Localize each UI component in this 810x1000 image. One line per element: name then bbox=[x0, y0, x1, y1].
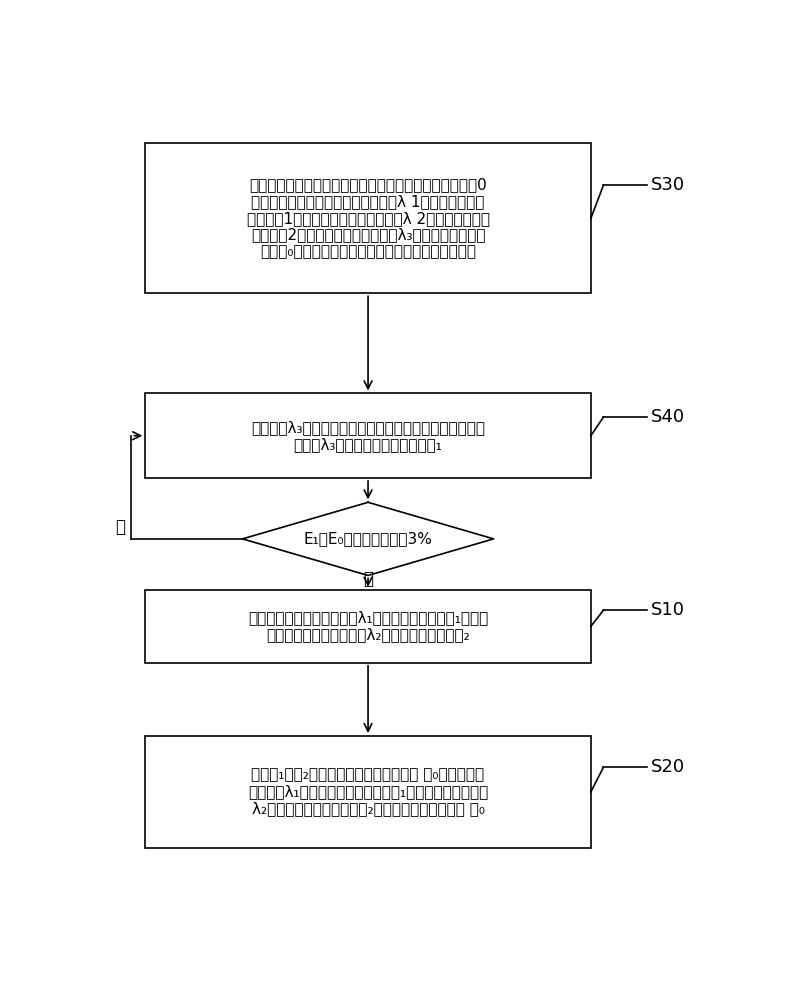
Text: 测定该预设部位对波长为λ₂的红外光的吸收率Ｂ₂: 测定该预设部位对波长为λ₂的红外光的吸收率Ｂ₂ bbox=[266, 627, 470, 642]
Text: 波长为λ₃的红外光的当前吸收率Ｅ₁: 波长为λ₃的红外光的当前吸收率Ｅ₁ bbox=[293, 437, 442, 452]
Text: S30: S30 bbox=[650, 176, 684, 194]
Text: λ₂的红外光的初始吸收率Ａ₂计算出当前血糖测度值 Ｄ₀: λ₂的红外光的初始吸收率Ａ₂计算出当前血糖测度值 Ｄ₀ bbox=[252, 801, 484, 816]
Text: 根据Ｂ₁、Ｂ₂以及预存的初始血糖测度值 Ａ₀、预设部位: 根据Ｂ₁、Ｂ₂以及预存的初始血糖测度值 Ａ₀、预设部位 bbox=[251, 767, 484, 782]
Text: S10: S10 bbox=[650, 601, 684, 619]
Text: ，同时测定用户的预设部位对波长为λ 1的红外光的初始: ，同时测定用户的预设部位对波长为λ 1的红外光的初始 bbox=[251, 194, 484, 209]
Text: 以波长为λ₃的红外光照射预设部位，测定所述预设部位对: 以波长为λ₃的红外光照射预设部位，测定所述预设部位对 bbox=[251, 420, 485, 435]
Polygon shape bbox=[242, 502, 493, 575]
Text: 收率Ｅ₀，将该值存储并以该值对应的位置为标定位置: 收率Ｅ₀，将该值存储并以该值对应的位置为标定位置 bbox=[260, 245, 476, 260]
Bar bbox=[145, 736, 590, 848]
Bar bbox=[145, 143, 590, 293]
Bar bbox=[145, 393, 590, 478]
Text: E₁与E₀的偏差是否小于3%: E₁与E₀的偏差是否小于3% bbox=[304, 531, 433, 546]
Text: 通过微创血糖测定方法获取待测用户的初始血糖测度值Ａ0: 通过微创血糖测定方法获取待测用户的初始血糖测度值Ａ0 bbox=[249, 177, 487, 192]
Text: 否: 否 bbox=[115, 518, 125, 536]
Bar bbox=[145, 590, 590, 663]
Text: 测定所述预设部位对波长为λ₁的红外光的吸收率Ｂ₁，然后: 测定所述预设部位对波长为λ₁的红外光的吸收率Ｂ₁，然后 bbox=[248, 610, 488, 625]
Text: S40: S40 bbox=[650, 408, 684, 426]
Text: 吸收率Ａ1，以及该预设部位对波长为λ 2的红外光的初始: 吸收率Ａ1，以及该预设部位对波长为λ 2的红外光的初始 bbox=[246, 211, 489, 226]
Text: S20: S20 bbox=[650, 758, 684, 776]
Text: 对波长为λ₁的红外光的初始吸收率Ａ₁、预设部位对波长为: 对波长为λ₁的红外光的初始吸收率Ａ₁、预设部位对波长为 bbox=[248, 784, 488, 799]
Text: 是: 是 bbox=[363, 570, 373, 588]
Text: 吸收率Ａ2；测定预设部位对波长为λ₃的红外光的初始吸: 吸收率Ａ2；测定预设部位对波长为λ₃的红外光的初始吸 bbox=[251, 228, 485, 243]
